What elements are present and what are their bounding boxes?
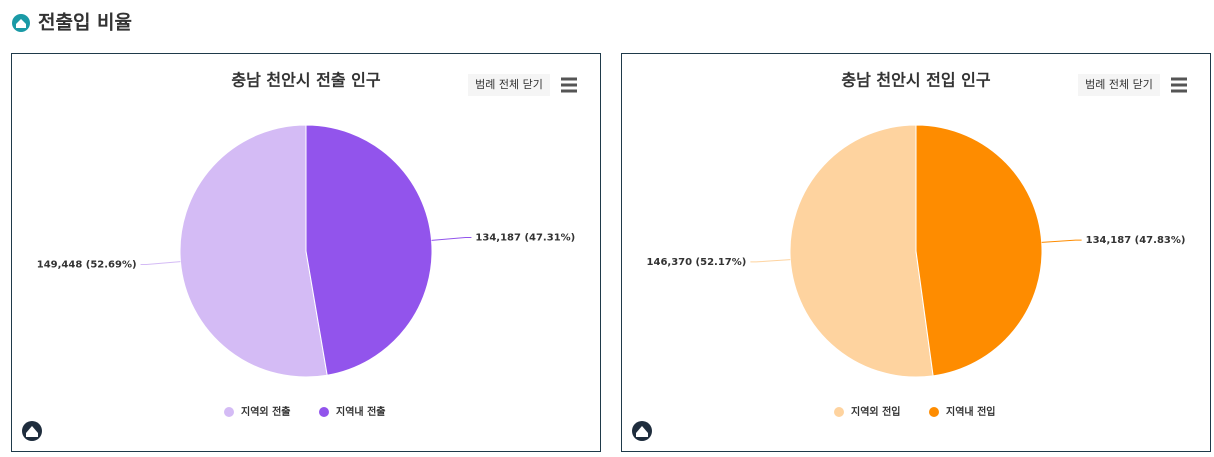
- legend-toggle[interactable]: 범례 전체 닫기: [475, 78, 543, 91]
- pie-slice: [305, 124, 433, 376]
- pie-slice: [915, 124, 1043, 377]
- label-connector: [140, 261, 181, 266]
- legend-toggle-bg: [1078, 74, 1160, 96]
- legend-marker: [929, 407, 939, 417]
- menu-icon: [561, 77, 577, 81]
- menu-icon: [1171, 83, 1187, 87]
- chart-panel: 충남 천안시 전출 인구 범례 전체 닫기 149,448 (52.69%) 134,…: [11, 53, 601, 452]
- legend-marker: [224, 407, 234, 417]
- menu-icon: [1171, 89, 1187, 93]
- legend-label[interactable]: 지역내 전입: [946, 405, 995, 418]
- data-label: 134,187 (47.31%): [475, 232, 575, 243]
- pie-slice: [179, 124, 328, 378]
- data-label: 149,448 (52.69%): [37, 260, 137, 271]
- data-label: 146,370 (52.17%): [647, 257, 747, 268]
- data-label: 134,187 (47.83%): [1086, 235, 1186, 246]
- header-icon-house: [16, 19, 26, 28]
- menu-icon: [1171, 77, 1187, 81]
- pie-slice: [789, 124, 934, 378]
- legend-toggle[interactable]: 범례 전체 닫기: [1085, 78, 1153, 91]
- menu-icon: [561, 89, 577, 93]
- legend-marker: [319, 407, 329, 417]
- menu-icon: [561, 83, 577, 87]
- logo-house: [26, 426, 38, 437]
- label-connector: [750, 259, 791, 263]
- legend-toggle-bg: [468, 74, 550, 96]
- chart-title: 충남 천안시 전입 인구: [841, 71, 990, 90]
- chart-panel: 충남 천안시 전입 인구 범례 전체 닫기 146,370 (52.17%) 134,…: [621, 53, 1211, 452]
- legend-label[interactable]: 지역외 전입: [851, 405, 900, 418]
- label-connector: [1041, 239, 1082, 243]
- chart-title: 충남 천안시 전출 인구: [231, 71, 380, 90]
- legend-label[interactable]: 지역외 전출: [241, 405, 290, 418]
- label-connector: [431, 236, 472, 241]
- section-title: 전출입 비율: [38, 12, 132, 34]
- legend-marker: [834, 407, 844, 417]
- legend-label[interactable]: 지역내 전출: [336, 405, 385, 418]
- logo-house: [636, 426, 648, 437]
